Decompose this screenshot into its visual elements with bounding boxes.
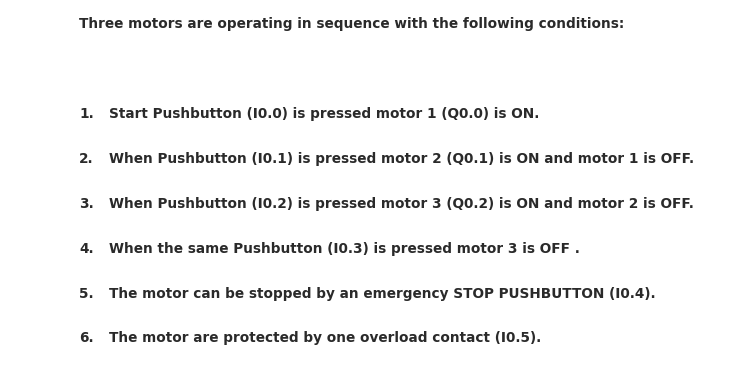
- Text: The motor are protected by one overload contact (I0.5).: The motor are protected by one overload …: [109, 331, 541, 346]
- Text: 1.: 1.: [79, 107, 94, 121]
- Text: 6.: 6.: [80, 331, 94, 346]
- Text: Three motors are operating in sequence with the following conditions:: Three motors are operating in sequence w…: [79, 17, 624, 31]
- Text: 4.: 4.: [80, 242, 94, 256]
- Text: 5.: 5.: [80, 287, 94, 301]
- Text: Start Pushbutton (I0.0) is pressed motor 1 (Q0.0) is ON.: Start Pushbutton (I0.0) is pressed motor…: [109, 107, 539, 121]
- Text: 3.: 3.: [79, 197, 94, 211]
- Text: 2.: 2.: [80, 152, 94, 166]
- Text: When the same Pushbutton (I0.3) is pressed motor 3 is OFF .: When the same Pushbutton (I0.3) is press…: [109, 242, 580, 256]
- Text: The motor can be stopped by an emergency STOP PUSHBUTTON (I0.4).: The motor can be stopped by an emergency…: [109, 287, 656, 301]
- Text: When Pushbutton (I0.2) is pressed motor 3 (Q0.2) is ON and motor 2 is OFF.: When Pushbutton (I0.2) is pressed motor …: [109, 197, 694, 211]
- Text: When Pushbutton (I0.1) is pressed motor 2 (Q0.1) is ON and motor 1 is OFF.: When Pushbutton (I0.1) is pressed motor …: [109, 152, 694, 166]
